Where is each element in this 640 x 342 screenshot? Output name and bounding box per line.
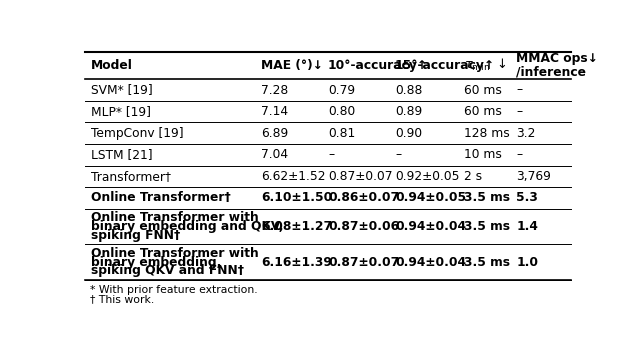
Text: 0.94±0.05: 0.94±0.05	[395, 192, 466, 205]
Text: Online Transformer†: Online Transformer†	[91, 192, 230, 205]
Text: –: –	[516, 105, 523, 118]
Text: 0.88: 0.88	[395, 83, 422, 96]
Text: Transformer†: Transformer†	[91, 170, 171, 183]
Text: 0.80: 0.80	[328, 105, 355, 118]
Text: 128 ms: 128 ms	[465, 127, 510, 140]
Text: 0.90: 0.90	[395, 127, 422, 140]
Text: 0.94±0.04: 0.94±0.04	[395, 220, 466, 233]
Text: 7.28: 7.28	[261, 83, 288, 96]
Text: binary embedding,: binary embedding,	[91, 255, 221, 268]
Text: 0.81: 0.81	[328, 127, 355, 140]
Text: LSTM [21]: LSTM [21]	[91, 148, 152, 161]
Text: –: –	[328, 148, 334, 161]
Text: –: –	[395, 148, 401, 161]
Text: SVM* [19]: SVM* [19]	[91, 83, 153, 96]
Text: spiking FNN†: spiking FNN†	[91, 229, 180, 242]
Text: 0.94±0.04: 0.94±0.04	[395, 255, 466, 268]
Text: 6.62±1.52: 6.62±1.52	[261, 170, 326, 183]
Text: 10 ms: 10 ms	[465, 148, 502, 161]
Text: –: –	[516, 148, 523, 161]
Text: 0.87±0.06: 0.87±0.06	[328, 220, 399, 233]
Text: 6.16±1.39: 6.16±1.39	[261, 255, 332, 268]
Text: 0.87±0.07: 0.87±0.07	[328, 255, 399, 268]
Text: /inference: /inference	[516, 65, 586, 78]
Text: 0.87±0.07: 0.87±0.07	[328, 170, 392, 183]
Text: * With prior feature extraction.: * With prior feature extraction.	[90, 285, 257, 294]
Text: 7.14: 7.14	[261, 105, 288, 118]
Text: 0.92±0.05: 0.92±0.05	[395, 170, 460, 183]
Text: 3.2: 3.2	[516, 127, 536, 140]
Text: $\tau_{\rm min}$ $\downarrow$: $\tau_{\rm min}$ $\downarrow$	[465, 57, 507, 74]
Text: Model: Model	[91, 59, 132, 72]
Text: 10°-accuracy↑: 10°-accuracy↑	[328, 59, 428, 72]
Text: 0.79: 0.79	[328, 83, 355, 96]
Text: 60 ms: 60 ms	[465, 83, 502, 96]
Text: 0.86±0.07: 0.86±0.07	[328, 192, 399, 205]
Text: spiking QKV and FNN†: spiking QKV and FNN†	[91, 264, 244, 277]
Text: 2 s: 2 s	[465, 170, 483, 183]
Text: 7.04: 7.04	[261, 148, 288, 161]
Text: TempConv [19]: TempConv [19]	[91, 127, 184, 140]
Text: 60 ms: 60 ms	[465, 105, 502, 118]
Text: Online Transformer with: Online Transformer with	[91, 211, 259, 224]
Text: 3,769: 3,769	[516, 170, 551, 183]
Text: 6.10±1.50: 6.10±1.50	[261, 192, 332, 205]
Text: 3.5 ms: 3.5 ms	[465, 255, 511, 268]
Text: –: –	[516, 83, 523, 96]
Text: 3.5 ms: 3.5 ms	[465, 220, 511, 233]
Text: MLP* [19]: MLP* [19]	[91, 105, 151, 118]
Text: 3.5 ms: 3.5 ms	[465, 192, 511, 205]
Text: † This work.: † This work.	[90, 295, 154, 305]
Text: MMAC ops↓: MMAC ops↓	[516, 52, 598, 65]
Text: 0.89: 0.89	[395, 105, 422, 118]
Text: 1.0: 1.0	[516, 255, 538, 268]
Text: 6.89: 6.89	[261, 127, 288, 140]
Text: MAE (°)↓: MAE (°)↓	[261, 59, 323, 72]
Text: Online Transformer with: Online Transformer with	[91, 247, 259, 260]
Text: 1.4: 1.4	[516, 220, 538, 233]
Text: 15°-accuracy↑: 15°-accuracy↑	[395, 59, 495, 72]
Text: 6.08±1.27: 6.08±1.27	[261, 220, 332, 233]
Text: 5.3: 5.3	[516, 192, 538, 205]
Text: binary embedding and QKV,: binary embedding and QKV,	[91, 220, 284, 233]
